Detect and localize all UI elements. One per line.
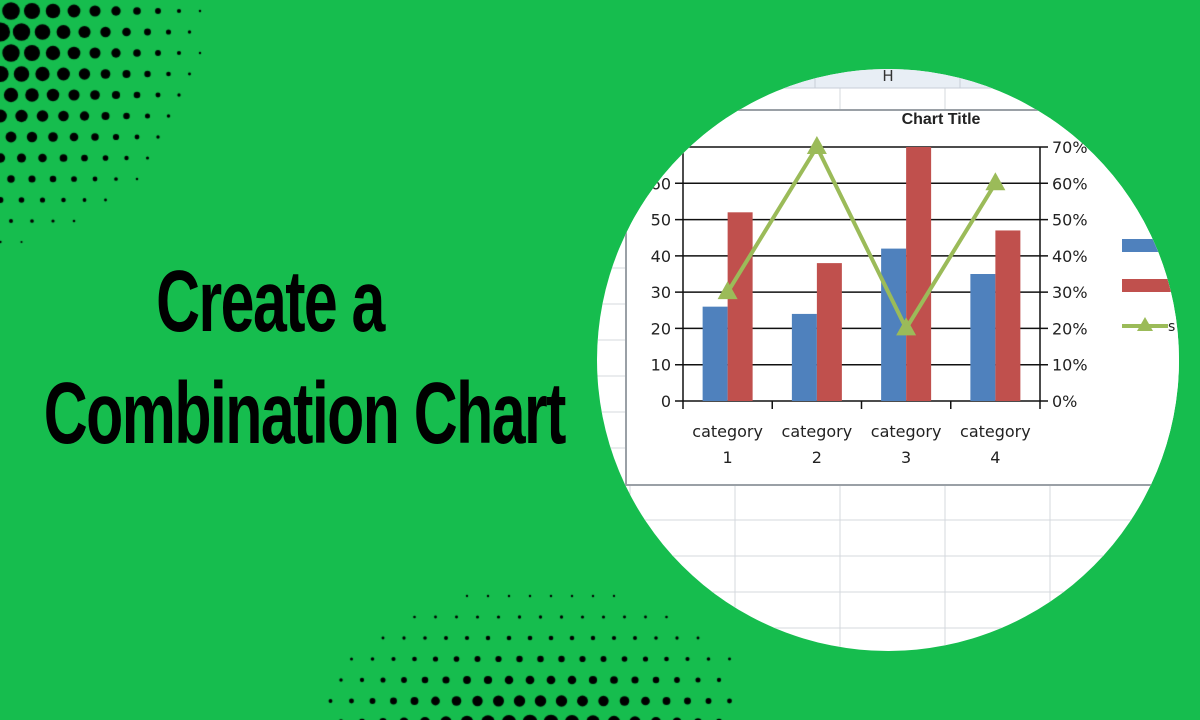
left-tick-label: 40	[651, 247, 671, 266]
headline-line-2: Combination Chart	[43, 363, 567, 463]
bar-series2	[906, 147, 932, 401]
right-tick-label: 70%	[1052, 138, 1088, 157]
triangle-marker	[985, 172, 1006, 191]
category-label: 2	[812, 448, 822, 467]
bar-series2	[816, 263, 842, 401]
bar-series2	[995, 230, 1021, 401]
legend-swatch-series1	[1122, 239, 1172, 252]
bar-series1	[791, 313, 817, 401]
triangle-marker	[896, 317, 917, 336]
category-label: 1	[723, 448, 733, 467]
triangle-marker	[717, 281, 738, 300]
plot-area: 0 10 20 30 40 50 60 0% 10% 20% 30% 40% 50% 60% 70% cate…	[651, 136, 1088, 467]
bar-series1	[881, 248, 907, 401]
category-label: category	[692, 422, 763, 441]
right-tick-label: 20%	[1052, 319, 1088, 338]
left-tick-label: 60	[651, 174, 671, 193]
category-label: 4	[990, 448, 1000, 467]
left-tick-label: 50	[651, 211, 671, 230]
left-tick-label: 10	[651, 356, 671, 375]
category-label: category	[782, 422, 853, 441]
legend-swatch-series2	[1122, 279, 1172, 292]
triangle-marker-icon	[1137, 317, 1153, 331]
right-tick-label: 40%	[1052, 247, 1088, 266]
right-tick-label: 30%	[1052, 283, 1088, 302]
right-tick-label: 60%	[1052, 174, 1088, 193]
left-tick-label: 30	[651, 283, 671, 302]
column-header-h: H	[882, 67, 893, 85]
bar-series1	[970, 274, 996, 401]
left-tick-label: 0	[661, 392, 671, 411]
left-tick-label: 20	[651, 319, 671, 338]
category-label: category	[871, 422, 942, 441]
triangle-marker	[806, 136, 827, 154]
line-series3	[725, 142, 998, 333]
chart-title[interactable]: Chart Title	[902, 111, 981, 128]
category-label: category	[960, 422, 1031, 441]
bar-series2	[727, 212, 753, 401]
headline-line-1: Create a	[156, 251, 385, 351]
right-tick-label: 10%	[1052, 356, 1088, 375]
category-label: 3	[901, 448, 911, 467]
right-tick-label: 50%	[1052, 211, 1088, 230]
legend-label-series3: s	[1168, 319, 1175, 335]
bar-series1	[702, 306, 728, 401]
right-tick-label: 0%	[1052, 392, 1077, 411]
